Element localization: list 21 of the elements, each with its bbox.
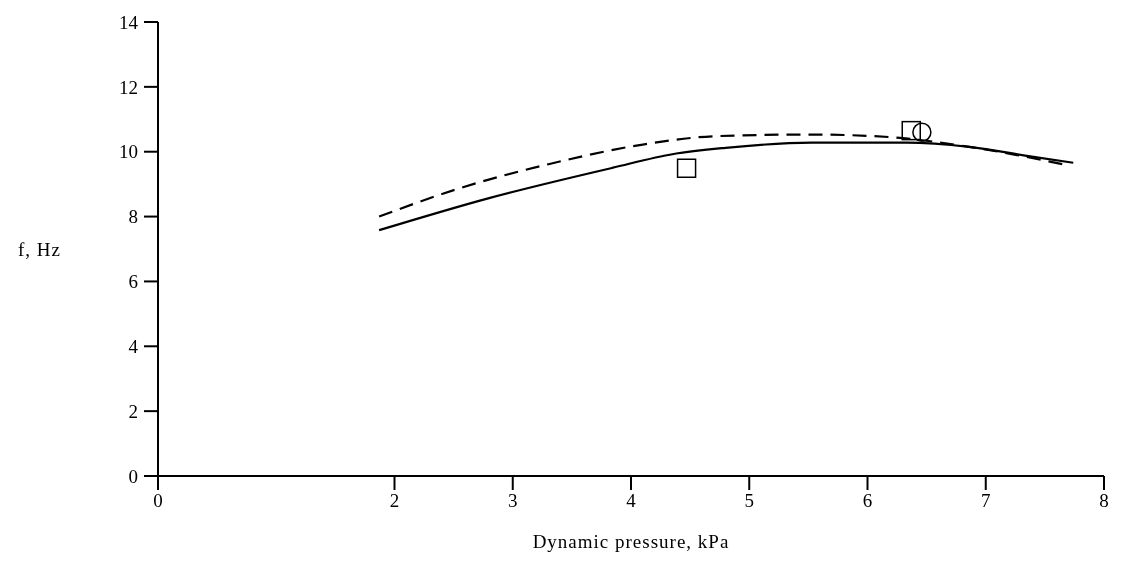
x-tick-label: 6 <box>862 490 873 512</box>
x-tick-label: 5 <box>744 490 754 512</box>
point <box>912 122 932 143</box>
y-tick-label: 0 <box>128 465 138 487</box>
x-tick-label: 0 <box>153 490 163 512</box>
y-tick-label: 2 <box>128 400 138 422</box>
x-tick-label: 3 <box>508 490 518 512</box>
x-tick-label: 4 <box>626 490 637 512</box>
x-tick-label: 7 <box>981 490 991 512</box>
y-tick-label: 10 <box>119 141 138 163</box>
y-tick-label: 14 <box>119 11 139 33</box>
x-axis-title: Dynamic pressure, kPa <box>532 531 730 552</box>
x-tick-label: 2 <box>389 490 400 512</box>
point <box>901 120 921 141</box>
y-tick-label: 6 <box>128 271 138 293</box>
y-tick-label: 4 <box>128 336 139 358</box>
y-tick-label: 12 <box>119 76 138 98</box>
point <box>676 158 697 178</box>
y-tick-label: 8 <box>128 206 138 228</box>
y-axis-title: f, Hz <box>18 238 61 260</box>
x-tick-label: 8 <box>1099 490 1109 512</box>
